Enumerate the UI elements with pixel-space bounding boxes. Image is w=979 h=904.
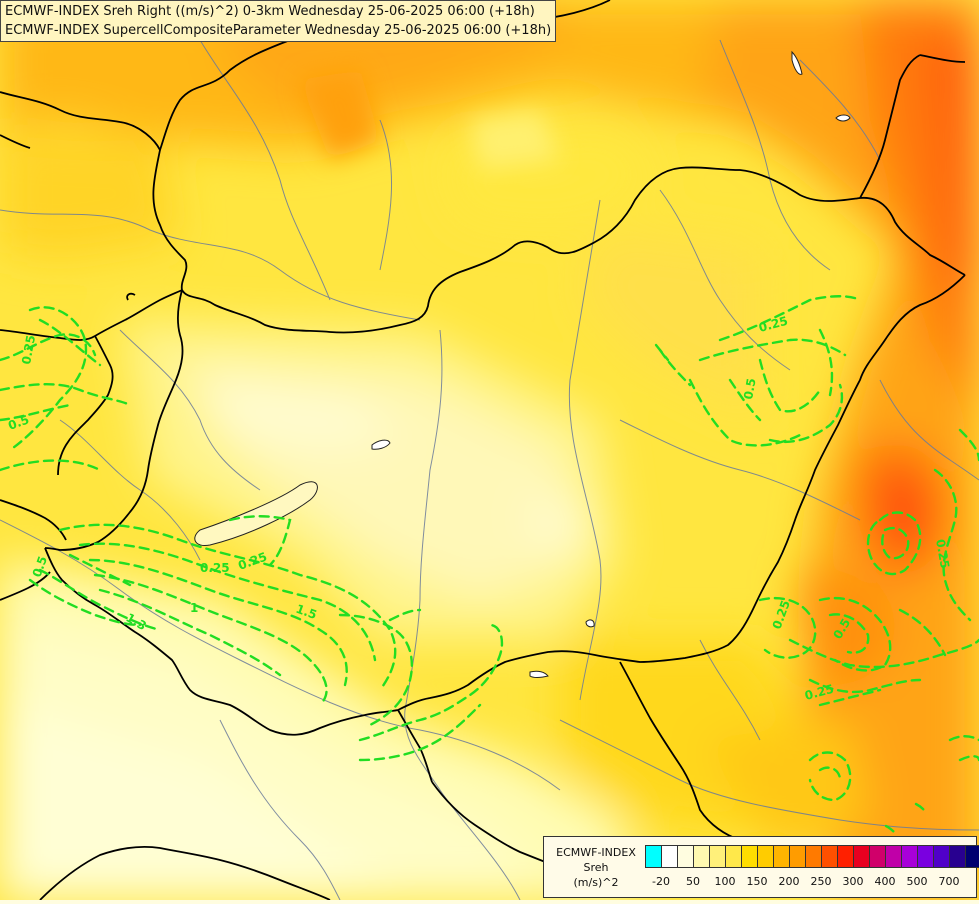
legend-tick-label: 50 (686, 875, 700, 888)
legend-tick-label: 150 (746, 875, 768, 888)
legend-swatch (678, 846, 694, 867)
legend-unit: (m/s)^2 (573, 876, 619, 889)
legend-swatch (966, 846, 979, 867)
legend-swatch (918, 846, 934, 867)
legend-swatch (694, 846, 710, 867)
legend-swatch (726, 846, 742, 867)
legend-tick-label: 200 (778, 875, 800, 888)
map-title-box: ECMWF-INDEX Sreh Right ((m/s)^2) 0-3km W… (0, 0, 557, 42)
legend-tick-label: 400 (874, 875, 896, 888)
legend-swatch (854, 846, 870, 867)
contour-label: 0.25 (19, 334, 38, 366)
legend-tick-label: 250 (810, 875, 832, 888)
title-line-scp: ECMWF-INDEX SupercellCompositeParameter … (5, 23, 552, 38)
legend-swatch (646, 846, 662, 867)
legend-swatch (950, 846, 966, 867)
legend-swatches (645, 845, 979, 868)
legend-swatch (662, 846, 678, 867)
legend-model: ECMWF-INDEX (556, 846, 636, 859)
legend-swatch (758, 846, 774, 867)
legend-tick-label: 100 (714, 875, 736, 888)
title-line-sreh: ECMWF-INDEX Sreh Right ((m/s)^2) 0-3km W… (5, 4, 535, 19)
legend-tick-label: 500 (906, 875, 928, 888)
legend-swatch (934, 846, 950, 867)
legend-tick-label: 300 (842, 875, 864, 888)
scp-contours (0, 295, 979, 834)
legend-swatch (742, 846, 758, 867)
color-legend: ECMWF-INDEX Sreh (m/s)^2 -20 50 100 150 200 2… (543, 836, 979, 898)
legend-ticks: -20 50 100 150 200 250 300 400 500 700 (645, 875, 975, 890)
lakes (194, 50, 851, 678)
legend-param: Sreh (583, 861, 609, 874)
contour-label: 0.25 (933, 538, 952, 570)
legend-swatch (902, 846, 918, 867)
legend-tick-label: -20 (652, 875, 670, 888)
legend-swatch (838, 846, 854, 867)
contour-label: 0.25 (200, 561, 230, 575)
contour-label: 1.5 (294, 602, 319, 622)
legend-swatch (870, 846, 886, 867)
contour-label: 1 (190, 601, 198, 615)
contour-label: 0.5 (30, 554, 50, 579)
legend-swatch (822, 846, 838, 867)
legend-name: ECMWF-INDEX Sreh (m/s)^2 (548, 845, 644, 890)
contour-label: 0.5 (6, 412, 31, 432)
legend-swatch (790, 846, 806, 867)
legend-swatch (886, 846, 902, 867)
legend-swatch (710, 846, 726, 867)
legend-swatch (774, 846, 790, 867)
rivers (0, 39, 979, 901)
legend-swatch (806, 846, 822, 867)
contour-label: 0.5 (741, 377, 758, 400)
legend-tick-label: 700 (938, 875, 960, 888)
